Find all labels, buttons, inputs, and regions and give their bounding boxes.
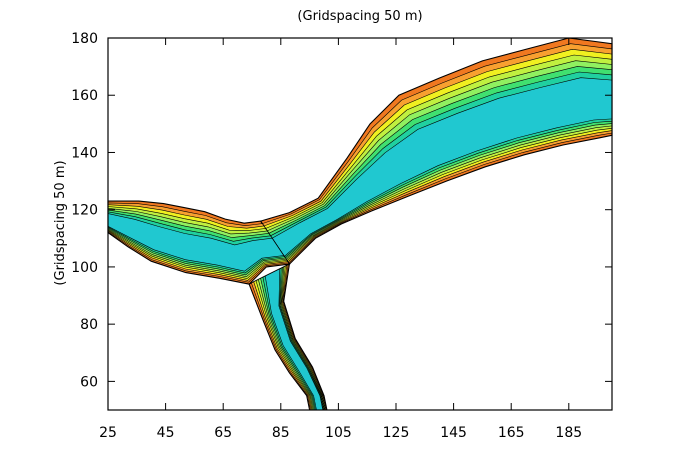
y-tick-label-1: 80 [80,317,98,333]
y-tick-label-5: 160 [71,88,98,104]
x-tick-label-3: 85 [272,425,290,441]
river-channel [107,37,613,411]
axis-ticks: 25 45 65 85 105 125 145 165 185 60 80 100 120 140 160 1… [71,31,612,441]
x-tick-label-4: 105 [325,425,352,441]
x-tick-label-7: 165 [498,425,525,441]
y-tick-label-6: 180 [71,31,98,47]
x-tick-label-2: 65 [214,425,232,441]
x-tick-label-6: 145 [440,425,467,441]
y-tick-label-4: 140 [71,145,98,161]
x-tick-label-1: 45 [157,425,175,441]
x-tick-label-8: 185 [555,425,582,441]
left-branch-band-7 [107,213,285,272]
y-tick-label-3: 120 [71,203,98,219]
top-axis-title: (Gridspacing 50 m) [297,9,422,24]
x-tick-label-5: 125 [383,425,410,441]
y-axis-title: (Gridspacing 50 m) [53,160,68,285]
y-tick-label-2: 100 [71,260,98,276]
x-tick-label-0: 25 [99,425,117,441]
plot-frame [107,37,613,411]
y-tick-label-0: 60 [80,374,98,390]
